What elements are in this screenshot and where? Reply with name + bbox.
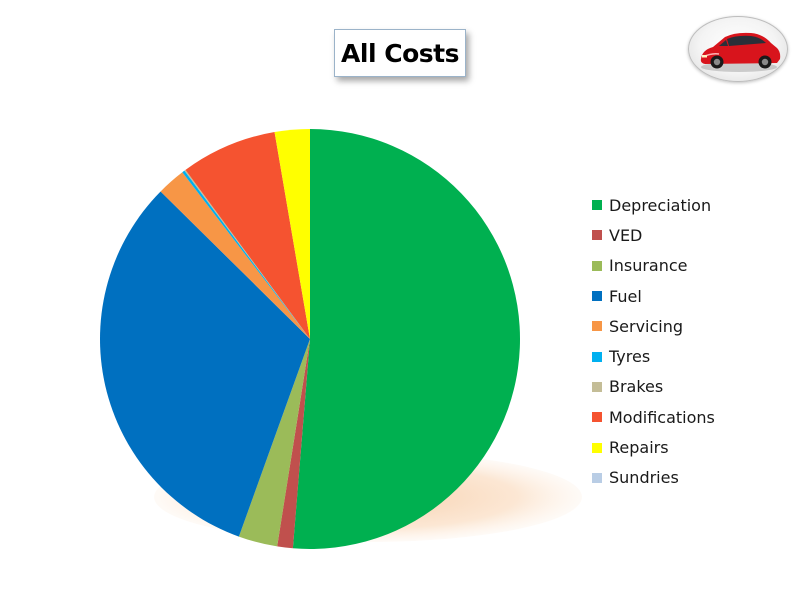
legend-swatch — [592, 200, 602, 211]
legend-swatch — [592, 291, 602, 302]
pie-slice-servicing — [160, 172, 310, 339]
legend-swatch — [592, 381, 602, 392]
legend-label: Modifications — [609, 407, 715, 427]
legend-label: Fuel — [609, 286, 642, 306]
legend-item: Repairs — [592, 432, 792, 462]
legend-item: Modifications — [592, 402, 792, 432]
title-box: All Costs — [334, 29, 466, 77]
pie-slice-tyres — [182, 170, 310, 339]
pie-slice-repairs — [274, 129, 310, 339]
legend-item: Fuel — [592, 281, 792, 311]
legend-item: Depreciation — [592, 190, 792, 220]
legend-swatch — [592, 351, 602, 362]
legend-label: Depreciation — [609, 195, 712, 215]
legend-swatch — [592, 442, 602, 453]
page-title: All Costs — [341, 38, 459, 68]
legend-label: Tyres — [609, 347, 651, 367]
legend-item: Insurance — [592, 251, 792, 281]
legend-swatch — [592, 412, 602, 423]
legend-item: VED — [592, 220, 792, 250]
legend-label: VED — [609, 225, 643, 245]
legend-label: Insurance — [609, 256, 688, 276]
chart-legend: Depreciation VED Insurance Fuel Servicin… — [592, 190, 792, 493]
legend-swatch — [592, 321, 602, 332]
pie-slice-insurance — [238, 339, 310, 547]
legend-item: Tyres — [592, 341, 792, 371]
legend-label: Brakes — [609, 377, 664, 397]
legend-swatch — [592, 230, 602, 241]
legend-item: Brakes — [592, 372, 792, 402]
legend-label: Repairs — [609, 438, 669, 458]
pie-slice-modifications — [185, 132, 310, 339]
pie-slice-ved — [277, 339, 310, 549]
red-hatchback-car-icon — [688, 16, 788, 82]
legend-swatch — [592, 260, 602, 271]
pie-slice-depreciation — [292, 129, 521, 549]
legend-item: Sundries — [592, 463, 792, 493]
legend-swatch — [592, 472, 602, 483]
legend-label: Sundries — [609, 468, 679, 488]
pie-slice-fuel — [100, 191, 310, 537]
legend-label: Servicing — [609, 316, 684, 336]
legend-item: Servicing — [592, 311, 792, 341]
pie-slice-brakes — [184, 169, 310, 339]
